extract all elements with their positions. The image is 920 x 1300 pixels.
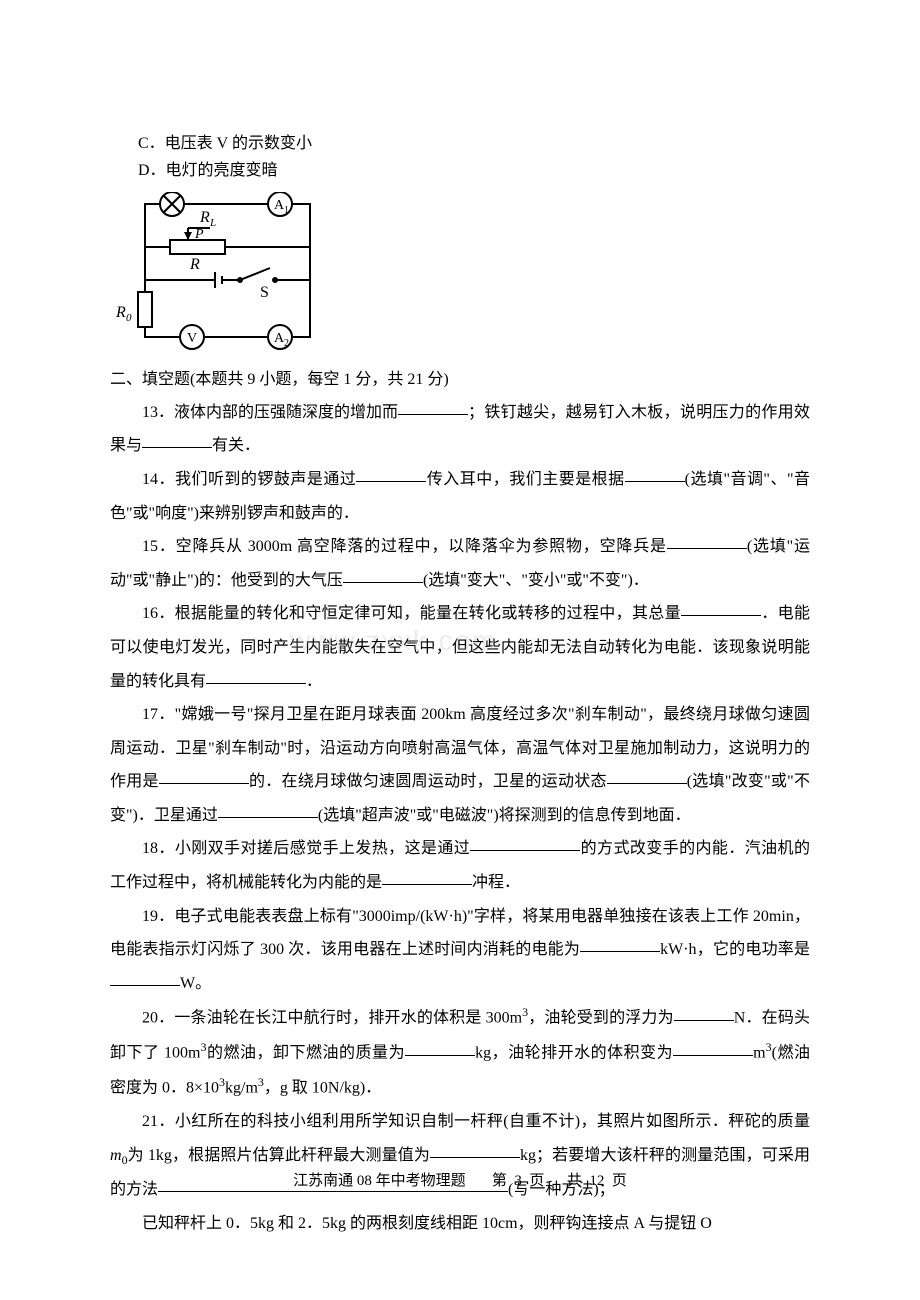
option-d: D．电灯的亮度变暗 bbox=[138, 157, 810, 184]
q15-p3: (选填"变大"、"变小"或"不变")． bbox=[423, 572, 649, 589]
q18-p3: 冲程． bbox=[472, 874, 520, 891]
q20-p5: kg，油轮排开水的体积变为 bbox=[475, 1045, 673, 1062]
footer-title: 江苏南通 08 年中考物理题 bbox=[293, 1173, 466, 1189]
footer-total-label: 共 bbox=[567, 1173, 582, 1189]
svg-text:R: R bbox=[115, 304, 126, 321]
q17-blank2 bbox=[607, 768, 687, 784]
q21-p1: 21．小红所在的科技小组利用所学知识自制一杆秤(自重不计)，其照片如图所示．秤砣… bbox=[142, 1113, 810, 1130]
q19-blank2 bbox=[110, 970, 180, 986]
q16-p3: ． bbox=[306, 673, 322, 690]
q15-blank1 bbox=[667, 533, 747, 549]
q17-p2: 的．在绕月球做匀速圆周运动时，卫星的运动状态 bbox=[249, 773, 607, 790]
q18-p1: 18．小刚双手对搓后感觉手上发热，这是通过 bbox=[142, 840, 470, 857]
option-c: C．电压表 V 的示数变小 bbox=[138, 130, 810, 157]
footer-page-num: 3 bbox=[514, 1173, 522, 1189]
question-20: 20．一条油轮在长江中航行时，排开水的体积是 300m3，油轮受到的浮力为N．在… bbox=[110, 1000, 810, 1105]
question-15: 15．空降兵从 3000m 高空降落的过程中，以降落伞为参照物，空降兵是 (选填"… bbox=[110, 530, 810, 597]
q19-blank1 bbox=[580, 936, 660, 952]
q13-p3: 有关． bbox=[212, 437, 260, 454]
question-14: 14．我们听到的锣鼓声是通过传入耳中，我们主要是根据(选填"音调"、"音色"或"… bbox=[110, 463, 810, 530]
q21-p5: 已知秤杆上 0．5kg 和 2．5kg 的两根刻度线相距 10cm，则秤钩连接点… bbox=[142, 1215, 712, 1232]
question-19: 19．电子式电能表表盘上标有"3000imp/(kW·h)"字样，将某用电器单独… bbox=[110, 900, 810, 1001]
svg-text:L: L bbox=[209, 217, 216, 229]
svg-text:S: S bbox=[260, 284, 269, 301]
svg-text:1: 1 bbox=[284, 205, 289, 216]
q13-p1: 13．液体内部的压强随深度的增加而 bbox=[110, 396, 398, 430]
q15-blank2 bbox=[343, 567, 423, 583]
question-18: 18．小刚双手对搓后感觉手上发热，这是通过的方式改变手的内能．汽油机的工作过程中… bbox=[110, 832, 810, 899]
q20-p8: kg/m bbox=[225, 1080, 258, 1097]
q21-p2: 为 1kg，根据照片估算此杆秤最大测量值为 bbox=[128, 1147, 430, 1164]
q14-blank1 bbox=[356, 466, 426, 482]
footer-total-label2: 页 bbox=[612, 1173, 627, 1189]
q21-m0-m: m bbox=[110, 1147, 122, 1164]
q17-p4: (选填"超声波"或"电磁波")将探测到的信息传到地面． bbox=[318, 807, 691, 824]
footer-total-num: 12 bbox=[589, 1173, 604, 1189]
q18-blank1 bbox=[470, 835, 580, 851]
section-2-header: 二、填空题(本题共 9 小题，每空 1 分，共 21 分) bbox=[110, 365, 810, 395]
svg-text:R: R bbox=[199, 209, 210, 226]
q15-p1: 15．空降兵从 3000m 高空降落的过程中，以降落伞为参照物，空降兵是 bbox=[142, 538, 667, 555]
q20-p4: 的燃油，卸下燃油的质量为 bbox=[206, 1045, 405, 1062]
svg-text:V: V bbox=[187, 331, 197, 346]
svg-text:0: 0 bbox=[126, 312, 132, 324]
question-13: 13．液体内部的压强随深度的增加而；铁钉越尖，越易钉入木板，说明压力的作用效果与… bbox=[110, 396, 810, 463]
svg-text:R: R bbox=[189, 256, 200, 273]
q16-p1: 16．根据能量的转化和守恒定律可知，能量在转化或转移的过程中，其总量 bbox=[142, 605, 681, 622]
footer-page-label: 第 bbox=[492, 1173, 507, 1189]
q13-blank1 bbox=[398, 399, 468, 415]
q20-p1: 20．一条油轮在长江中航行时，排开水的体积是 300m bbox=[142, 1010, 522, 1027]
q20-p6: m bbox=[753, 1045, 765, 1062]
question-21: 21．小红所在的科技小组利用所学知识自制一杆秤(自重不计)，其照片如图所示．秤砣… bbox=[110, 1105, 810, 1207]
q19-p3: W。 bbox=[180, 975, 211, 992]
q21-blank1 bbox=[430, 1142, 520, 1158]
question-21b: 已知秤杆上 0．5kg 和 2．5kg 的两根刻度线相距 10cm，则秤钩连接点… bbox=[110, 1207, 810, 1241]
q20-blank1 bbox=[674, 1005, 734, 1021]
q18-blank2 bbox=[382, 869, 472, 885]
svg-text:2: 2 bbox=[284, 338, 289, 349]
q17-blank1 bbox=[159, 768, 249, 784]
q13-blank2 bbox=[142, 432, 212, 448]
question-17: 17．"嫦娥一号"探月卫星在距月球表面 200km 高度经过多次"刹车制动"，最… bbox=[110, 698, 810, 832]
question-16: 16．根据能量的转化和守恒定律可知，能量在转化或转移的过程中，其总量．电能可以使… bbox=[110, 597, 810, 698]
page-footer: 江苏南通 08 年中考物理题 第 3 页 共 12 页 bbox=[0, 1169, 920, 1190]
circuit-diagram: R L A 1 P R S bbox=[110, 192, 810, 357]
q16-blank1 bbox=[681, 600, 761, 616]
q20-p2: ，油轮受到的浮力为 bbox=[528, 1010, 674, 1027]
q20-blank3 bbox=[673, 1040, 753, 1056]
q20-p9: ，g 取 10N/kg)． bbox=[264, 1080, 381, 1097]
svg-text:P: P bbox=[194, 227, 204, 242]
q17-blank3 bbox=[218, 802, 318, 818]
q14-p2: 传入耳中，我们主要是根据 bbox=[426, 471, 624, 488]
footer-page-label2: 页 bbox=[529, 1173, 544, 1189]
q16-blank2 bbox=[206, 668, 306, 684]
q14-p1: 14．我们听到的锣鼓声是通过 bbox=[142, 471, 356, 488]
q19-p2: kW·h，它的电功率是 bbox=[660, 941, 810, 958]
q14-blank2 bbox=[625, 466, 685, 482]
q20-blank2 bbox=[405, 1040, 475, 1056]
